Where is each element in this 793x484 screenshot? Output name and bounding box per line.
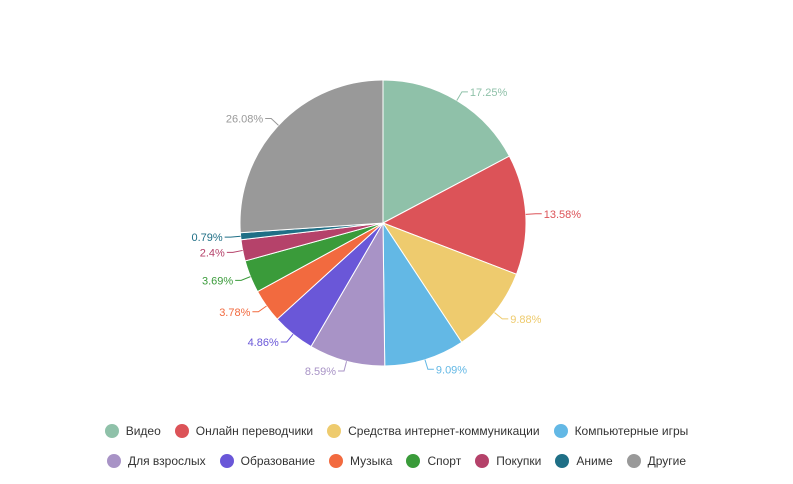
legend-swatch-10 — [626, 454, 641, 468]
leader-line-9 — [224, 235, 241, 238]
legend-swatch-9 — [555, 454, 570, 468]
data-label-5: 4.86% — [248, 337, 279, 349]
legend-item-0[interactable]: Видео — [104, 424, 161, 438]
legend-swatch-0 — [104, 424, 119, 438]
legend-item-2[interactable]: Средства интернет-коммуникации — [327, 424, 540, 438]
legend-item-6[interactable]: Музыка — [329, 454, 392, 468]
pie-slice-10 — [239, 79, 384, 234]
data-label-9: 0.79% — [191, 232, 222, 244]
legend-swatch-3 — [553, 424, 568, 438]
legend-swatch-6 — [329, 454, 344, 468]
pie-chart-svg: 17.25% 13.58% 9.88% 9.09% 8.59% 4.86% 3.78% 3.6… — [191, 79, 582, 378]
leader-line-0 — [456, 91, 468, 101]
data-label-3: 9.09% — [436, 364, 467, 376]
data-label-2: 9.88% — [510, 314, 541, 326]
pie-slice-3 — [382, 221, 463, 367]
data-label-10: 26.08% — [226, 114, 264, 126]
data-label-8: 2.4% — [200, 247, 225, 259]
legend-label-2: Средства интернет-коммуникации — [348, 424, 540, 438]
legend-label-7: Спорт — [427, 454, 462, 468]
legend-item-1[interactable]: Онлайн переводчики — [174, 424, 314, 438]
legend-swatch-7 — [406, 454, 421, 468]
pie-slice-1 — [381, 155, 527, 275]
legend-label-0: Видео — [125, 424, 161, 438]
legend-item-5[interactable]: Образование — [219, 454, 316, 468]
legend-item-10[interactable]: Другие — [626, 454, 687, 468]
leader-line-6 — [252, 305, 267, 313]
leader-line-8 — [226, 249, 243, 253]
legend-swatch-5 — [219, 454, 234, 468]
legend-swatch-8 — [475, 454, 490, 468]
legend-label-1: Онлайн переводчики — [195, 424, 314, 438]
data-label-4: 8.59% — [305, 366, 336, 378]
leader-line-1 — [525, 213, 542, 215]
legend-label-8: Покупки — [496, 454, 542, 468]
data-label-1: 13.58% — [544, 209, 582, 221]
leader-line-3 — [424, 359, 434, 370]
legend-label-6: Музыка — [350, 454, 393, 468]
legend-label-9: Аниме — [576, 454, 613, 468]
leader-line-10 — [265, 118, 279, 126]
legend-swatch-2 — [327, 424, 342, 438]
legend-item-9[interactable]: Аниме — [555, 454, 613, 468]
legend-row-2: Для взрослых Образование Музыка Спорт Покупк… — [0, 454, 793, 468]
legend-label-3: Компьютерные игры — [574, 424, 689, 438]
leader-line-5 — [280, 333, 294, 343]
legend-row-1: Видео Онлайн переводчики Средства интернет… — [0, 424, 793, 438]
data-label-6: 3.78% — [219, 307, 250, 319]
leader-line-7 — [235, 276, 251, 281]
legend-swatch-1 — [174, 424, 189, 438]
legend-label-5: Образование — [240, 454, 316, 468]
legend-item-3[interactable]: Компьютерные игры — [553, 424, 689, 438]
legend-label-4: Для взрослых — [127, 454, 206, 468]
data-label-0: 17.25% — [470, 87, 508, 99]
leader-line-4 — [338, 361, 348, 372]
legend-swatch-4 — [106, 454, 121, 468]
legend-item-7[interactable]: Спорт — [406, 454, 461, 468]
legend-item-8[interactable]: Покупки — [475, 454, 541, 468]
data-label-7: 3.69% — [202, 275, 233, 287]
pie-slice-2 — [381, 221, 518, 344]
leader-line-2 — [494, 312, 509, 320]
legend-label-10: Другие — [647, 454, 687, 468]
legend-item-4[interactable]: Для взрослых — [106, 454, 206, 468]
